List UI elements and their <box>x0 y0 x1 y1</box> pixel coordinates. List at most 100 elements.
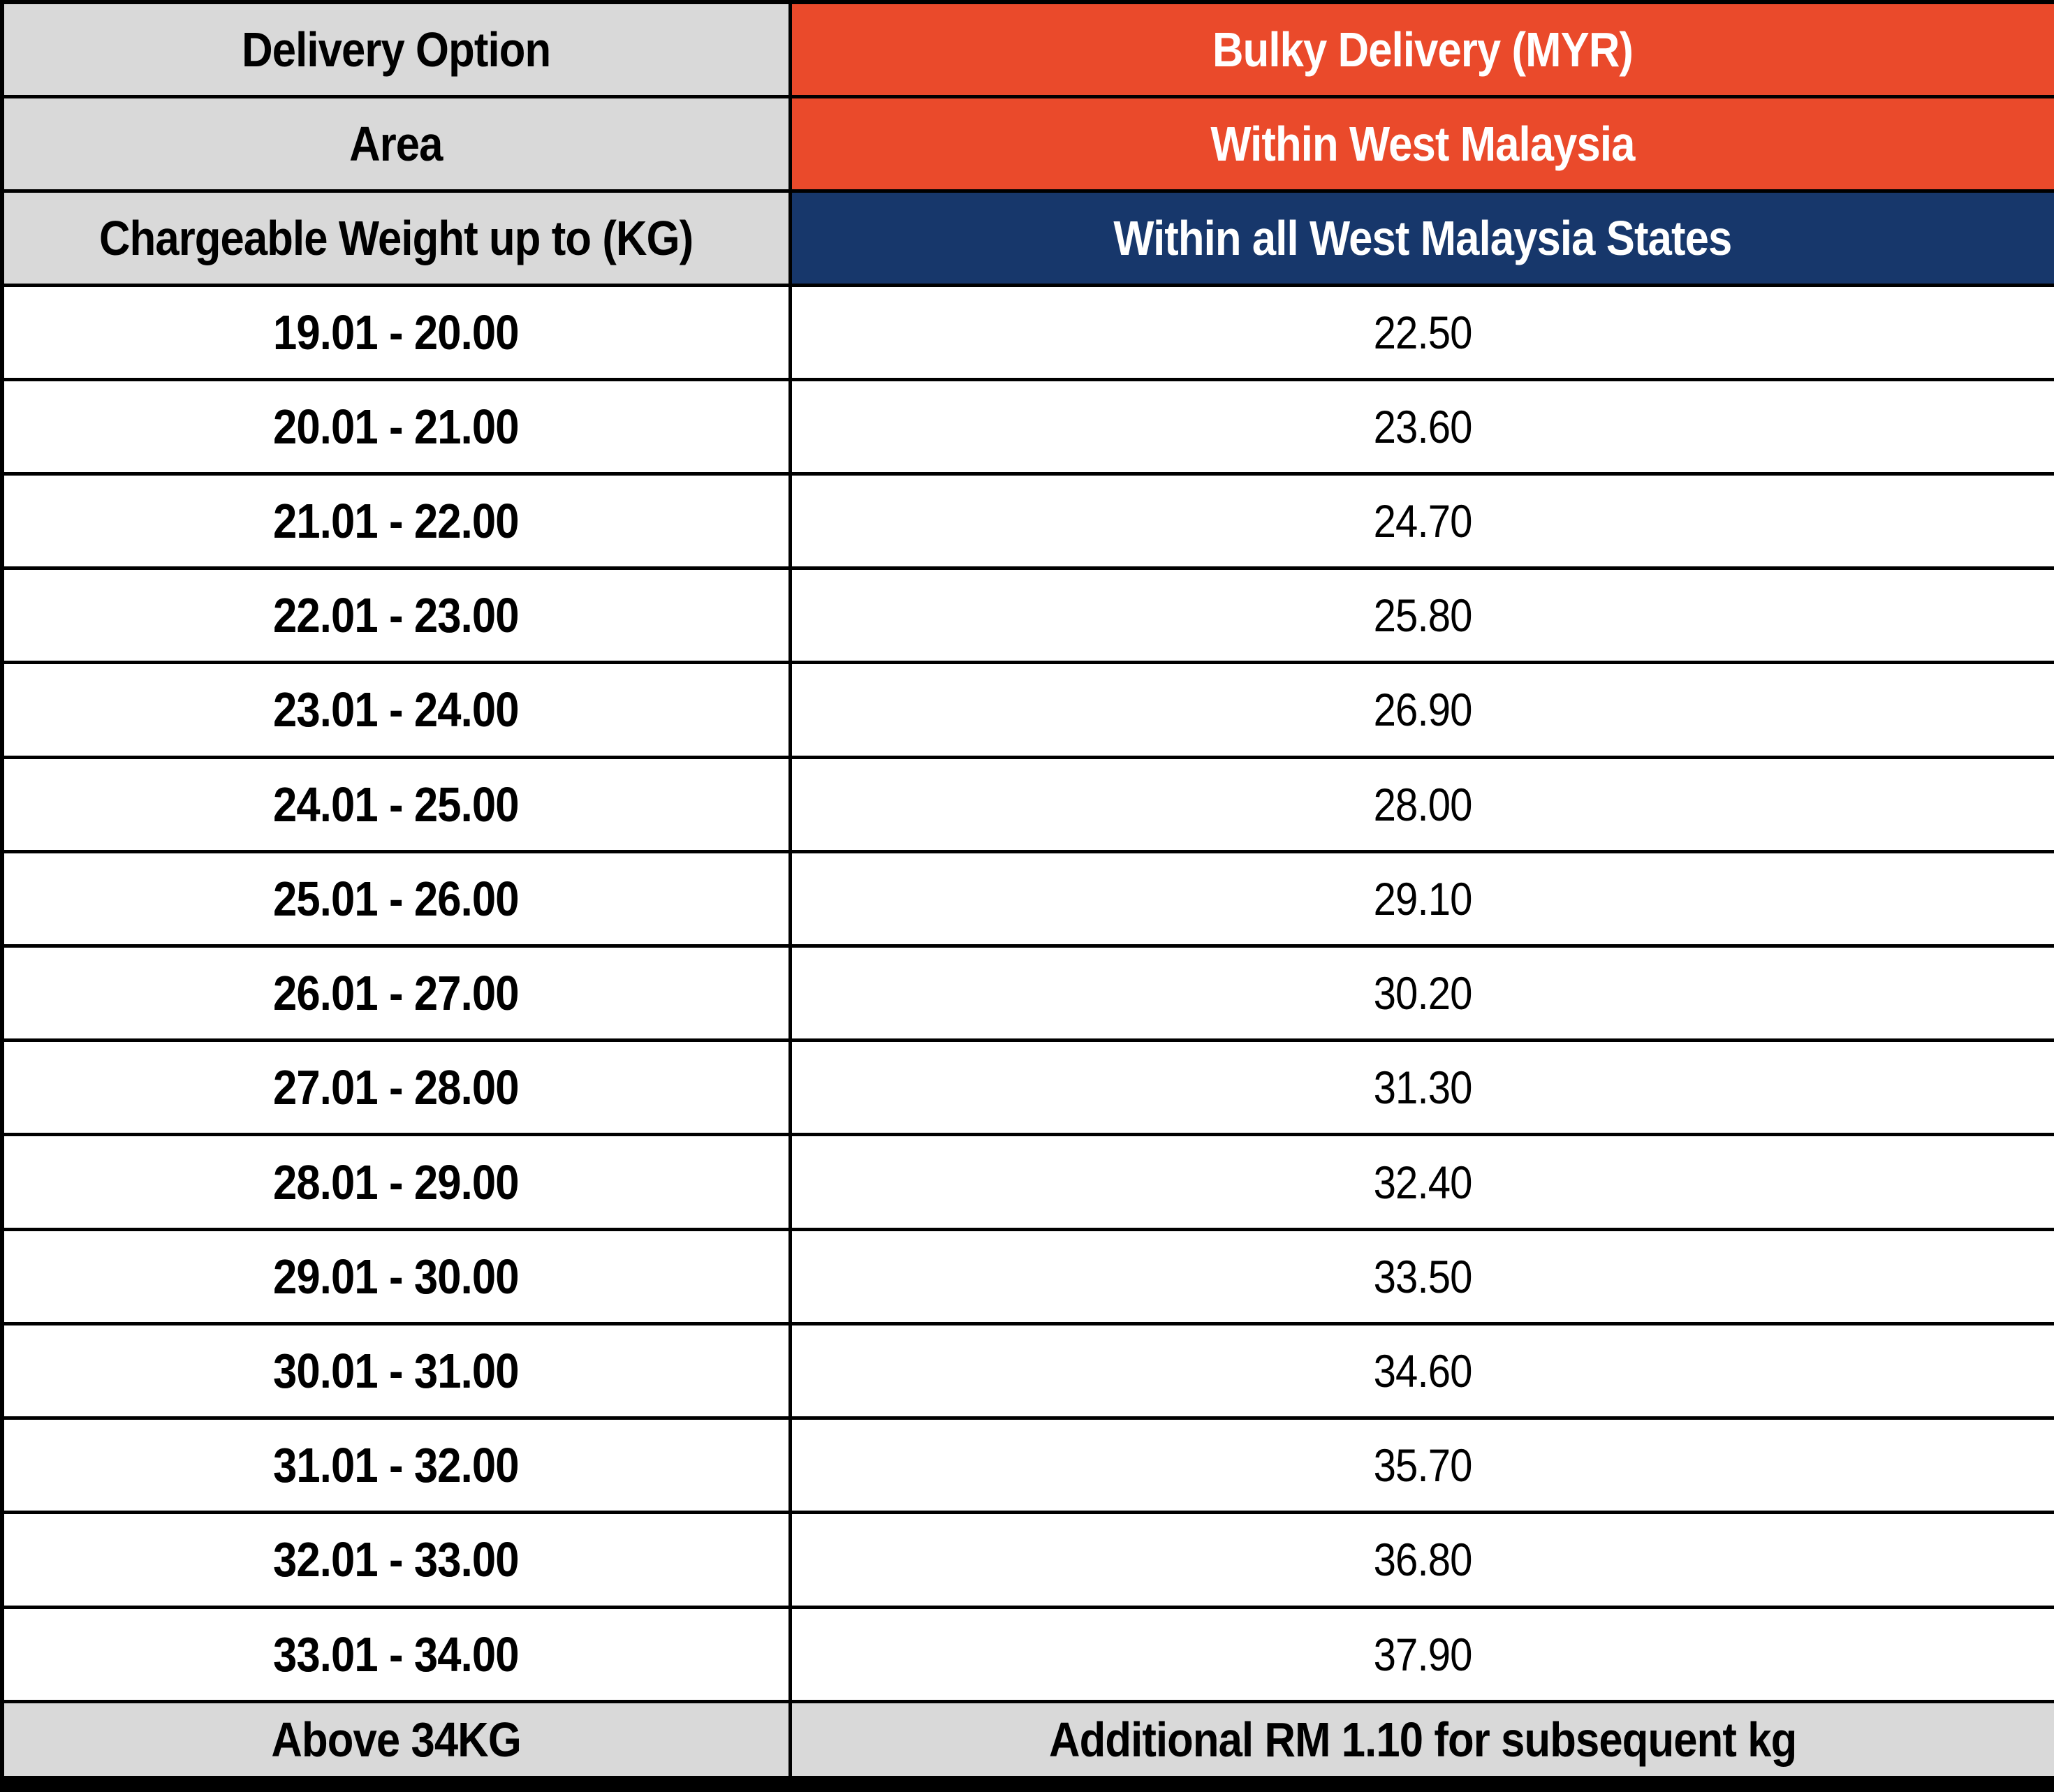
price-value: 35.70 <box>1373 1439 1473 1492</box>
rate-table-footer: Above 34KG Additional RM 1.10 for subseq… <box>0 1700 2054 1792</box>
price-cell: 33.50 <box>788 1227 2054 1325</box>
weight-range-cell: 23.01 - 24.00 <box>0 661 792 759</box>
weight-range-cell: 30.01 - 31.00 <box>0 1321 792 1420</box>
weight-range-value: 31.01 - 32.00 <box>273 1438 520 1493</box>
delivery-option-label: Delivery Option <box>242 22 551 77</box>
rate-row: 24.01 - 25.00 28.00 <box>0 755 2054 853</box>
rate-row: 22.01 - 23.00 25.80 <box>0 566 2054 665</box>
weight-range-cell: 32.01 - 33.00 <box>0 1511 792 1609</box>
header-row-weight: Chargeable Weight up to (KG) Within all … <box>0 189 2054 287</box>
rate-row: 21.01 - 22.00 24.70 <box>0 471 2054 571</box>
delivery-option-label-cell: Delivery Option <box>0 0 792 98</box>
chargeable-weight-label-cell: Chargeable Weight up to (KG) <box>0 189 792 287</box>
price-value: 33.50 <box>1373 1250 1473 1302</box>
price-cell: 32.40 <box>788 1133 2054 1231</box>
price-cell: 34.60 <box>788 1321 2054 1420</box>
price-cell: 31.30 <box>788 1038 2054 1137</box>
rate-table-header: Delivery Option Bulky Delivery (MYR) Are… <box>0 0 2054 287</box>
weight-range-cell: 27.01 - 28.00 <box>0 1038 792 1137</box>
weight-range-value: 33.01 - 34.00 <box>273 1626 520 1682</box>
weight-range-cell: 21.01 - 22.00 <box>0 471 792 571</box>
price-value: 28.00 <box>1373 778 1473 830</box>
rate-row: 30.01 - 31.00 34.60 <box>0 1321 2054 1420</box>
weight-range-value: 32.01 - 33.00 <box>273 1532 520 1587</box>
rate-row: 23.01 - 24.00 26.90 <box>0 661 2054 759</box>
weight-range-value: 29.01 - 30.00 <box>273 1249 520 1304</box>
price-value: 34.60 <box>1373 1345 1473 1397</box>
rate-row: 27.01 - 28.00 31.30 <box>0 1038 2054 1137</box>
rate-row: 29.01 - 30.00 33.50 <box>0 1227 2054 1325</box>
price-value: 25.80 <box>1373 589 1473 642</box>
weight-range-cell: 28.01 - 29.00 <box>0 1133 792 1231</box>
area-label-cell: Area <box>0 94 792 193</box>
chargeable-weight-label: Chargeable Weight up to (KG) <box>99 210 694 265</box>
footer-row: Above 34KG Additional RM 1.10 for subseq… <box>0 1700 2054 1792</box>
rate-row: 25.01 - 26.00 29.10 <box>0 849 2054 948</box>
rate-row: 20.01 - 21.00 23.60 <box>0 377 2054 476</box>
price-cell: 35.70 <box>788 1416 2054 1515</box>
price-value: 36.80 <box>1373 1534 1473 1586</box>
weight-range-value: 27.01 - 28.00 <box>273 1060 520 1115</box>
weight-range-value: 24.01 - 25.00 <box>273 777 520 832</box>
price-value: 37.90 <box>1373 1628 1473 1680</box>
price-cell: 30.20 <box>788 944 2054 1043</box>
price-value: 26.90 <box>1373 684 1473 736</box>
price-cell: 25.80 <box>788 566 2054 665</box>
price-cell: 22.50 <box>788 283 2054 381</box>
weight-range-value: 21.01 - 22.00 <box>273 494 520 549</box>
area-value-cell: Within West Malaysia <box>788 94 2054 193</box>
weight-range-value: 19.01 - 20.00 <box>273 304 520 360</box>
weight-range-cell: 19.01 - 20.00 <box>0 283 792 381</box>
rate-row: 28.01 - 29.00 32.40 <box>0 1133 2054 1231</box>
rate-row: 26.01 - 27.00 30.20 <box>0 944 2054 1043</box>
weight-range-cell: 31.01 - 32.00 <box>0 1416 792 1515</box>
bulky-delivery-header-cell: Bulky Delivery (MYR) <box>788 0 2054 98</box>
price-value: 31.30 <box>1373 1062 1473 1114</box>
above-weight-label: Above 34KG <box>271 1712 522 1767</box>
above-weight-cell: Above 34KG <box>0 1700 792 1792</box>
price-cell: 24.70 <box>788 471 2054 571</box>
weight-range-value: 22.01 - 23.00 <box>273 588 520 643</box>
weight-range-cell: 24.01 - 25.00 <box>0 755 792 853</box>
zone-label-cell: Within all West Malaysia States <box>788 189 2054 287</box>
price-value: 23.60 <box>1373 400 1473 453</box>
rate-row: 33.01 - 34.00 37.90 <box>0 1605 2054 1704</box>
price-cell: 28.00 <box>788 755 2054 853</box>
rate-rows: 19.01 - 20.00 22.50 20.01 - 21.00 23.60 <box>0 283 2054 1704</box>
weight-range-cell: 26.01 - 27.00 <box>0 944 792 1043</box>
price-value: 30.20 <box>1373 967 1473 1020</box>
price-value: 22.50 <box>1373 306 1473 358</box>
rate-row: 32.01 - 33.00 36.80 <box>0 1511 2054 1609</box>
weight-range-cell: 20.01 - 21.00 <box>0 377 792 476</box>
weight-range-value: 23.01 - 24.00 <box>273 682 520 737</box>
price-cell: 29.10 <box>788 849 2054 948</box>
bulky-delivery-label: Bulky Delivery (MYR) <box>1212 22 1634 77</box>
price-cell: 26.90 <box>788 661 2054 759</box>
weight-range-cell: 33.01 - 34.00 <box>0 1605 792 1704</box>
rate-row: 31.01 - 32.00 35.70 <box>0 1416 2054 1515</box>
zone-label: Within all West Malaysia States <box>1113 210 1733 265</box>
additional-rate-cell: Additional RM 1.10 for subsequent kg <box>788 1700 2054 1792</box>
weight-range-cell: 22.01 - 23.00 <box>0 566 792 665</box>
weight-range-value: 30.01 - 31.00 <box>273 1344 520 1399</box>
weight-range-cell: 25.01 - 26.00 <box>0 849 792 948</box>
price-cell: 23.60 <box>788 377 2054 476</box>
weight-range-value: 20.01 - 21.00 <box>273 399 520 454</box>
price-value: 32.40 <box>1373 1156 1473 1208</box>
price-value: 29.10 <box>1373 872 1473 925</box>
area-label: Area <box>349 116 443 171</box>
rate-row: 19.01 - 20.00 22.50 <box>0 283 2054 381</box>
additional-rate-label: Additional RM 1.10 for subsequent kg <box>1049 1712 1797 1767</box>
price-cell: 36.80 <box>788 1511 2054 1609</box>
price-value: 24.70 <box>1373 495 1473 548</box>
weight-range-value: 28.01 - 29.00 <box>273 1154 520 1210</box>
header-row-area: Area Within West Malaysia <box>0 94 2054 193</box>
area-value: Within West Malaysia <box>1210 116 1636 171</box>
weight-range-cell: 29.01 - 30.00 <box>0 1227 792 1325</box>
header-row-delivery-option: Delivery Option Bulky Delivery (MYR) <box>0 0 2054 98</box>
price-cell: 37.90 <box>788 1605 2054 1704</box>
weight-range-value: 25.01 - 26.00 <box>273 871 520 926</box>
weight-range-value: 26.01 - 27.00 <box>273 966 520 1021</box>
